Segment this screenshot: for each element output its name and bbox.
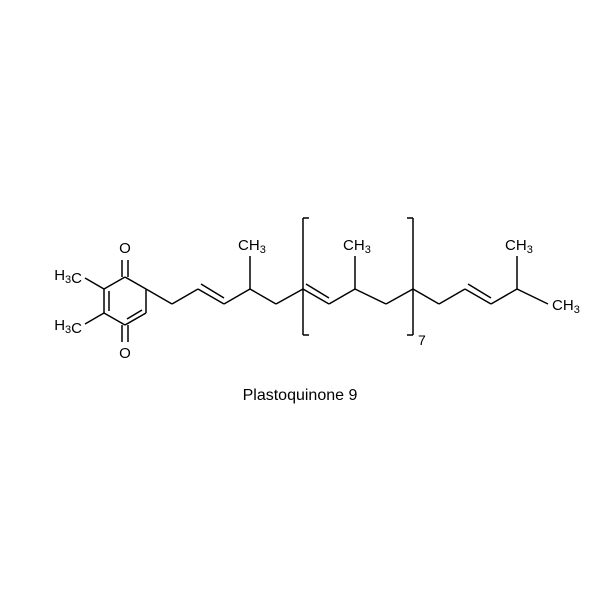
svg-text:CH3: CH3 [343, 237, 371, 256]
svg-text:7: 7 [418, 332, 426, 348]
svg-text:O: O [119, 240, 131, 257]
svg-text:CH3: CH3 [238, 237, 266, 256]
svg-text:O: O [119, 345, 131, 362]
svg-text:CH3: CH3 [505, 237, 533, 256]
structure-diagram: O O H3C H3C CH3 CH3 CH3 CH3 7 Plastoquinone 9 [0, 0, 600, 600]
svg-text:CH3: CH3 [552, 297, 580, 316]
svg-text:H3C: H3C [54, 317, 82, 337]
svg-text:H3C: H3C [54, 267, 82, 287]
svg-text:Plastoquinone 9: Plastoquinone 9 [243, 387, 358, 404]
